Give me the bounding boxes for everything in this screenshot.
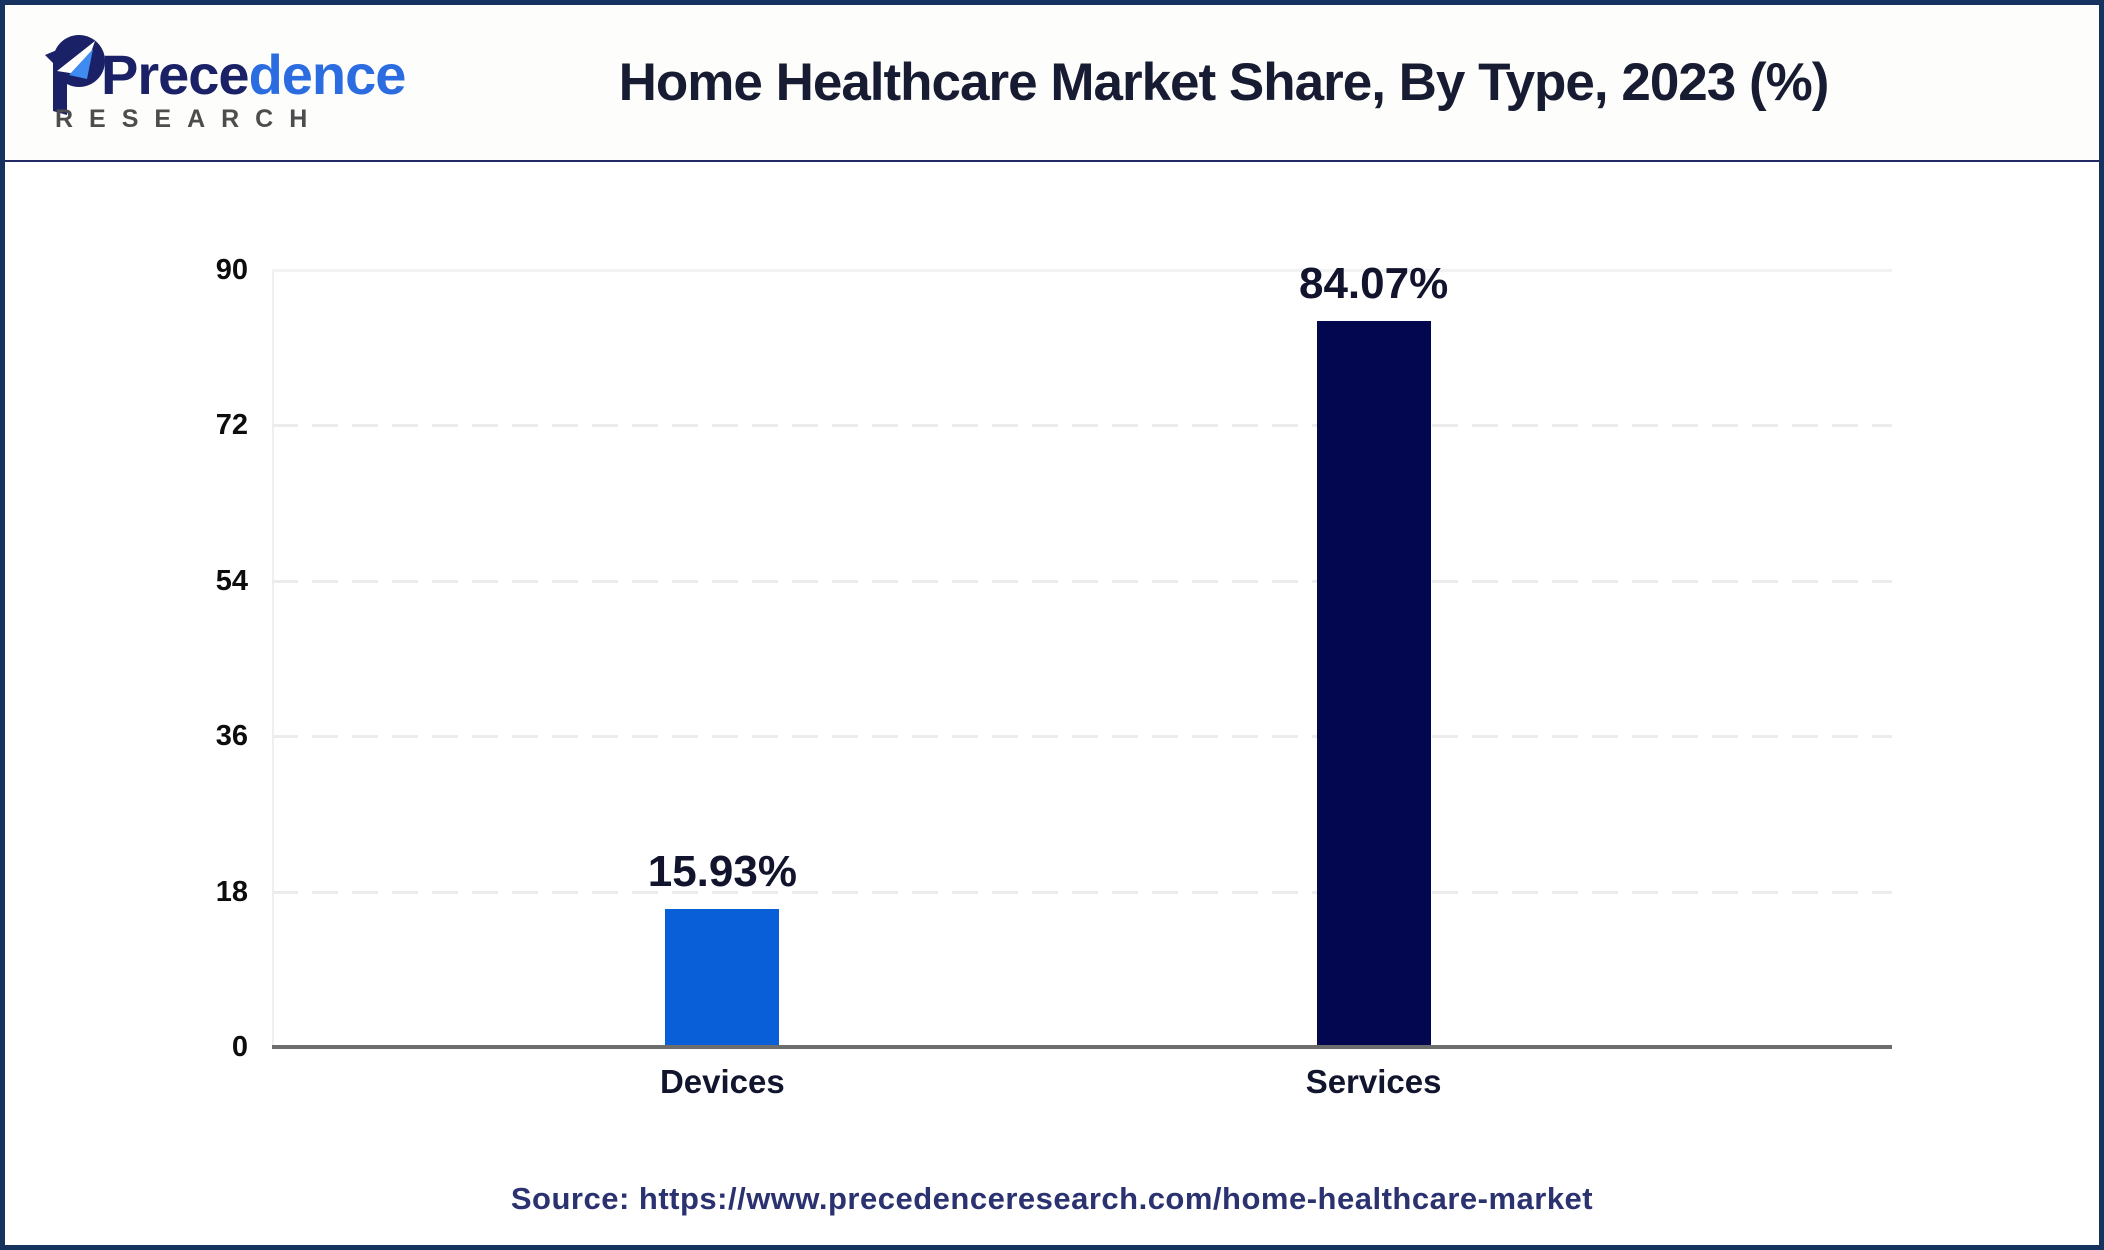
- chart-title: Home Healthcare Market Share, By Type, 2…: [618, 53, 1830, 112]
- brand-logo: Precedence RESEARCH: [43, 31, 406, 134]
- x-axis-baseline: [272, 1045, 1892, 1049]
- category-label-devices: Devices: [659, 1063, 785, 1100]
- brand-subtitle: RESEARCH: [55, 105, 324, 133]
- gridline-54: [272, 579, 1892, 583]
- y-tick-label-36: 36: [215, 720, 248, 753]
- y-tick-label-90: 90: [215, 254, 248, 286]
- y-tick-label-18: 18: [215, 875, 248, 908]
- bar-devices: [665, 909, 780, 1047]
- gridline-90: [272, 269, 1892, 272]
- footer: Source: https://www.precedenceresearch.c…: [5, 1181, 2099, 1217]
- bar-value-label-services: 84.07%: [1298, 259, 1449, 309]
- plot-area: 0 18 36 54 72 90 15.93% Devices 84.07% Services: [216, 254, 1892, 1100]
- plot-left-border: [272, 270, 274, 1047]
- header: Precedence RESEARCH Home Healthcare Mark…: [5, 5, 2099, 162]
- brand-wordmark-right: dence: [248, 43, 407, 106]
- brand-logo-row: Precedence: [43, 31, 406, 119]
- y-tick-label-0: 0: [231, 1031, 248, 1063]
- precedence-logo-icon: [45, 35, 105, 115]
- source-text: Source: https://www.precedenceresearch.c…: [510, 1181, 1594, 1216]
- gridline-72: [272, 424, 1892, 428]
- chart-region: 0 18 36 54 72 90 15.93% Devices 84.07% Services: [5, 162, 2099, 1152]
- category-label-services: Services: [1305, 1063, 1442, 1100]
- bar-value-label-devices: 15.93%: [647, 847, 797, 897]
- gridline-36: [272, 735, 1892, 739]
- y-tick-label-54: 54: [215, 564, 248, 597]
- brand-wordmark-left: Prece: [101, 43, 250, 106]
- bar-services: [1316, 321, 1431, 1047]
- y-tick-label-72: 72: [215, 409, 248, 442]
- gridline-18: [272, 890, 1892, 894]
- brand-wordmark: Precedence: [101, 31, 407, 119]
